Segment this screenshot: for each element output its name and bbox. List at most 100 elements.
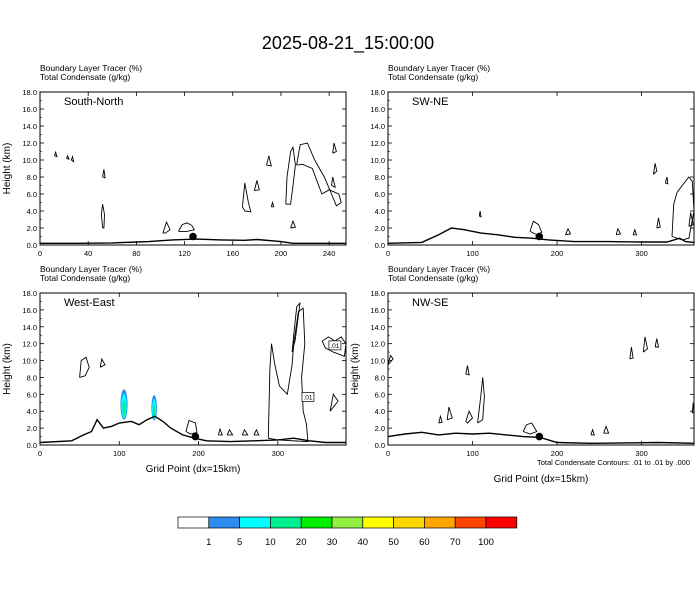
- y-tick-label: 16.0: [22, 105, 37, 114]
- condensate-contour: [477, 377, 485, 424]
- y-tick-label: 6.0: [27, 390, 37, 399]
- colorbar-label: 5: [237, 537, 242, 548]
- colorbar-label: 30: [327, 537, 338, 548]
- contour-footnote: Total Condensate Contours: .01 to .01 by…: [537, 458, 690, 467]
- y-tick-label: 2.0: [27, 424, 37, 433]
- condensate-contour: [241, 182, 252, 213]
- x-tick-label: 300: [635, 449, 648, 458]
- condensate-contour: [79, 356, 90, 378]
- condensate-contour: [241, 428, 249, 436]
- x-tick-label: 300: [272, 449, 285, 458]
- condensate-contour: [217, 427, 223, 436]
- condensate-contour: [226, 428, 234, 436]
- y-tick-label: 10.0: [370, 357, 385, 366]
- panel-0: Boundary Layer Tracer (%)Total Condensat…: [2, 63, 347, 258]
- panel-header-line: Total Condensate (g/kg): [388, 273, 478, 283]
- x-axis-label: Grid Point (dx=15km): [494, 474, 589, 485]
- y-tick-label: 16.0: [370, 306, 385, 315]
- y-axis-label: Height (km): [2, 143, 13, 195]
- x-tick-label: 0: [386, 249, 390, 258]
- x-tick-label: 100: [113, 449, 126, 458]
- plot-area: [388, 163, 694, 244]
- x-tick-label: 200: [551, 449, 564, 458]
- colorbar-swatch: [239, 516, 271, 529]
- panel-header-line: Boundary Layer Tracer (%): [40, 264, 142, 274]
- plot-area: [40, 142, 346, 244]
- y-tick-label: 0.0: [27, 241, 37, 250]
- condensate-contour: [664, 176, 669, 185]
- condensate-contour: [100, 204, 105, 229]
- x-tick-label: 0: [386, 449, 390, 458]
- plot-area: .01 .01: [40, 301, 346, 444]
- y-axis-label: Height (km): [350, 343, 361, 395]
- condensate-contour: [162, 220, 171, 234]
- panel-label: NW-SE: [412, 297, 448, 309]
- panel-label: SW-NE: [412, 96, 448, 108]
- tracer-blob-core: [122, 400, 126, 416]
- condensate-contour: [66, 154, 70, 160]
- condensate-contour: [285, 145, 296, 205]
- x-tick-label: 200: [192, 449, 205, 458]
- x-tick-label: 100: [466, 249, 479, 258]
- y-tick-label: 4.0: [375, 407, 385, 416]
- condensate-contour: [688, 212, 694, 227]
- y-tick-label: 8.0: [27, 173, 37, 182]
- colorbar-swatch: [454, 516, 487, 529]
- colorbar-swatch: [300, 516, 333, 529]
- panel-3: Boundary Layer Tracer (%)Total Condensat…: [350, 264, 695, 485]
- terrain-line: [388, 227, 694, 244]
- location-marker: [535, 232, 544, 241]
- colorbar-label: 1: [206, 537, 211, 548]
- colorbar-label: 50: [388, 537, 399, 548]
- y-tick-label: 6.0: [375, 190, 385, 199]
- condensate-contour: [654, 338, 660, 348]
- x-axis-label: Grid Point (dx=15km): [146, 464, 241, 475]
- colorbar-swatch: [393, 516, 425, 529]
- panel-header-line: Boundary Layer Tracer (%): [40, 63, 142, 73]
- contour-label: .01: [303, 394, 312, 401]
- plot-area: [388, 336, 694, 445]
- condensate-contour: [332, 142, 337, 154]
- colorbar-label: 60: [419, 537, 430, 548]
- condensate-contour: [291, 301, 301, 353]
- y-tick-label: 14.0: [22, 122, 37, 131]
- x-tick-label: 200: [551, 249, 564, 258]
- location-marker: [191, 432, 200, 441]
- y-tick-label: 14.0: [370, 122, 385, 131]
- panel-label: South-North: [64, 96, 123, 108]
- terrain-line: [388, 431, 694, 445]
- colorbar-label: 100: [478, 537, 494, 548]
- y-tick-label: 4.0: [375, 207, 385, 216]
- condensate-contour: [54, 150, 58, 158]
- condensate-contour: [253, 180, 260, 192]
- y-tick-label: 8.0: [27, 373, 37, 382]
- panel-2: Boundary Layer Tracer (%)Total Condensat…: [2, 264, 347, 475]
- y-tick-label: 4.0: [27, 407, 37, 416]
- y-tick-label: 16.0: [370, 105, 385, 114]
- condensate-contour: [266, 155, 272, 167]
- condensate-contour: [615, 227, 622, 236]
- y-tick-label: 2.0: [27, 224, 37, 233]
- panels-group: Boundary Layer Tracer (%) Total Condensat…: [2, 63, 695, 485]
- x-tick-label: 200: [275, 249, 288, 258]
- condensate-contour: [102, 169, 106, 179]
- y-tick-label: 4.0: [27, 207, 37, 216]
- colorbar-swatch: [331, 516, 364, 529]
- terrain-line: [40, 238, 346, 244]
- y-tick-label: 8.0: [375, 373, 385, 382]
- condensate-contour: [99, 357, 106, 368]
- panel-label: West-East: [64, 297, 115, 309]
- condensate-contour: [522, 422, 538, 435]
- condensate-contour: [478, 210, 482, 218]
- condensate-contour: [296, 142, 342, 207]
- location-marker: [189, 232, 197, 241]
- colorbar-swatch: [362, 516, 394, 529]
- condensate-contour: [565, 227, 572, 236]
- contour-label: .01: [330, 343, 339, 350]
- contour-label-box: [328, 340, 342, 351]
- y-tick-label: 12.0: [370, 340, 385, 349]
- terrain-line: [40, 415, 346, 444]
- y-tick-label: 18.0: [22, 88, 37, 97]
- y-tick-label: 6.0: [27, 190, 37, 199]
- condensate-contour: [590, 428, 595, 436]
